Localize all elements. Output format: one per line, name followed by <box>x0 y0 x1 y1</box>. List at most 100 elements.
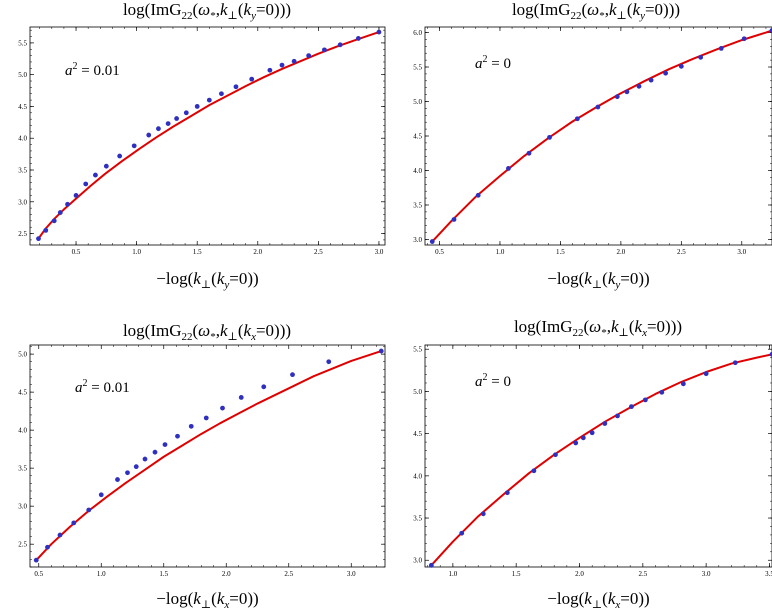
data-point <box>194 104 200 109</box>
data-point <box>261 384 267 390</box>
data-point <box>553 452 558 458</box>
y-tick-label: 3.5 <box>413 515 422 523</box>
x-tick-label: 2.0 <box>575 570 584 578</box>
data-point <box>698 54 704 60</box>
data-point <box>624 89 630 95</box>
y-tick-label: 3.5 <box>413 201 422 209</box>
data-point <box>703 371 709 377</box>
data-point <box>680 381 686 387</box>
y-tick-label: 3.5 <box>18 465 27 473</box>
y-tick-label: 5.0 <box>18 71 27 79</box>
data-point <box>355 36 361 41</box>
x-axis-label: −log(k⊥(kx=0)) <box>547 589 649 611</box>
data-point <box>636 83 642 89</box>
x-axis-label: −log(k⊥(kx=0)) <box>156 589 258 611</box>
data-point <box>547 134 552 140</box>
y-tick-label: 5.0 <box>413 98 422 106</box>
chart-panel-3: 0.5 1.0 1.5 2.0 2.5 3.0 2.5 3.0 3.5 4.0 4.5 5.0 log(… <box>18 321 386 611</box>
data-point <box>678 63 684 69</box>
data-point <box>429 239 435 244</box>
x-tick-label: 2.5 <box>638 570 647 578</box>
data-point <box>249 76 255 82</box>
data-point <box>337 42 343 48</box>
x-tick-label: 0.5 <box>34 570 43 578</box>
data-point <box>506 166 511 171</box>
data-point <box>183 110 189 116</box>
parameter-annotation: a2 = 0 <box>475 54 511 72</box>
data-point <box>267 67 273 73</box>
data-point <box>86 507 92 513</box>
data-point <box>326 359 332 365</box>
data-point <box>115 477 120 482</box>
y-tick-label: 5.5 <box>413 346 422 354</box>
data-point <box>117 153 123 159</box>
data-point <box>642 397 648 403</box>
y-tick-label: 4.0 <box>18 135 27 143</box>
chart-title: log(ImG22(ω*,k⊥(ky=0))) <box>512 0 680 22</box>
x-tick-label: 2.5 <box>677 248 686 256</box>
data-point <box>769 28 772 33</box>
data-point <box>238 395 244 400</box>
data-point <box>175 433 180 439</box>
data-point <box>574 116 580 122</box>
data-point <box>71 520 77 526</box>
x-tick-label: 1.0 <box>132 248 141 256</box>
data-point <box>769 351 772 357</box>
data-point <box>206 97 212 103</box>
x-tick-label: 0.5 <box>435 248 444 256</box>
chart-panel-2: 0.5 1.0 1.5 2.0 2.5 3.0 3.0 3.5 4.0 4.5 5.0 5.5 6.0 l… <box>413 0 772 291</box>
y-tick-label: 2.5 <box>18 541 27 549</box>
y-tick-label: 3.5 <box>18 167 27 175</box>
data-point <box>43 227 49 233</box>
x-tick-label: 1.0 <box>496 248 505 256</box>
chart-panel-4: 1.0 1.5 2.0 2.5 3.0 3.5 3.0 3.5 4.0 4.5 5.0 5.5 log(… <box>413 317 772 611</box>
data-point <box>165 121 171 127</box>
x-tick-label: 2.0 <box>253 248 262 256</box>
chart-title: log(ImG22(ω*,k⊥(ky=0))) <box>123 0 291 22</box>
parameter-annotation: a2 = 0.01 <box>65 61 120 79</box>
data-point <box>663 70 669 76</box>
x-tick-label: 3.0 <box>375 248 384 256</box>
plot-frame <box>424 344 772 568</box>
data-point <box>188 423 194 429</box>
plot-area <box>429 28 772 244</box>
y-tick-label: 3.0 <box>18 503 27 511</box>
y-tick-label: 5.5 <box>413 64 422 72</box>
y-tick-label: 4.5 <box>18 389 27 397</box>
x-tick-label: 1.5 <box>512 570 521 578</box>
x-tick-label: 3.0 <box>702 570 711 578</box>
data-point <box>98 492 104 498</box>
data-point <box>146 132 152 138</box>
y-tick-label: 4.0 <box>413 472 422 480</box>
parameter-annotation: a2 = 0 <box>475 372 511 390</box>
data-point <box>580 435 586 441</box>
data-point <box>279 62 285 68</box>
y-tick-label: 4.5 <box>18 103 27 111</box>
data-point <box>573 440 579 446</box>
data-point <box>504 490 510 496</box>
data-point <box>322 47 327 53</box>
data-point <box>459 530 465 536</box>
data-point <box>589 430 595 436</box>
x-tick-label: 2.5 <box>314 248 323 256</box>
data-point <box>174 116 180 121</box>
data-point <box>451 217 457 222</box>
data-point <box>156 126 161 132</box>
plot-frame <box>29 344 386 568</box>
y-tick-label: 4.5 <box>413 133 422 141</box>
data-point <box>475 192 481 198</box>
x-tick-label: 1.5 <box>556 248 565 256</box>
data-point <box>162 442 168 447</box>
data-point <box>480 511 486 517</box>
data-point <box>131 143 137 149</box>
x-axis-label: −log(k⊥(ky=0)) <box>547 269 649 291</box>
x-tick-label: 1.0 <box>448 570 457 578</box>
data-point <box>83 181 89 187</box>
y-tick-label: 5.5 <box>18 39 27 47</box>
data-point <box>526 150 532 156</box>
data-point <box>732 360 738 366</box>
data-point <box>378 348 384 354</box>
data-point <box>428 562 434 568</box>
y-tick-label: 4.0 <box>18 427 27 435</box>
x-tick-label: 2.0 <box>222 570 231 578</box>
